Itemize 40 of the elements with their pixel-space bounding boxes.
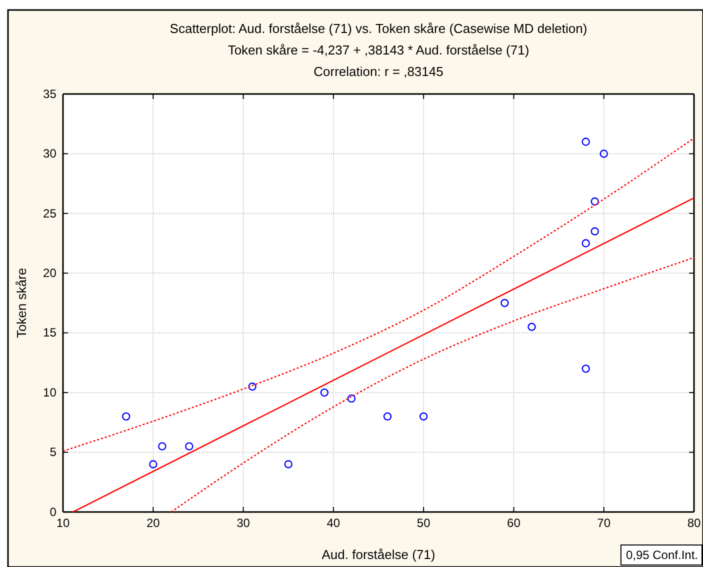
x-tick-label: 60 [507, 516, 521, 530]
point [419, 412, 428, 421]
point [383, 412, 392, 421]
x-tick-label: 40 [326, 516, 340, 530]
point [582, 239, 590, 248]
chart-title: Scatterplot: Aud. forståelse (71) vs. Token skåre (Casewise MD deletion) [170, 21, 588, 36]
point [582, 138, 590, 146]
point [149, 460, 158, 468]
point [590, 227, 599, 236]
point [284, 460, 292, 468]
point [500, 298, 509, 308]
point [320, 388, 329, 397]
x-tick-label: 30 [236, 516, 250, 530]
y-tick-label: 10 [43, 385, 57, 400]
point [590, 197, 599, 206]
y-axis-title: Token skåre [14, 268, 29, 338]
y-tick-label: 15 [43, 326, 57, 340]
line-series [62, 138, 695, 452]
chart-subtitle: Token skåre = -4,237 + ,38143 * Aud. forståelse (71) Correlation: r = ,83145 [228, 42, 530, 79]
point [347, 394, 356, 403]
point [248, 382, 256, 391]
point [185, 442, 194, 450]
x-tick-label: 70 [597, 516, 611, 530]
x-tick-label: 80 [687, 516, 701, 530]
y-tick-label: 5 [50, 445, 57, 460]
y-tick-label: 30 [43, 146, 57, 161]
point [528, 322, 536, 331]
line-series [170, 256, 695, 513]
y-tick-label: 35 [43, 86, 57, 101]
point [158, 442, 166, 450]
text: 0,95 Conf.Int. [626, 548, 698, 562]
point [600, 150, 608, 158]
point [122, 412, 130, 421]
y-tick-label: 20 [43, 266, 57, 280]
y-tick-label: 0 [50, 504, 57, 519]
x-axis-title: Aud. forståelse (71) [322, 547, 436, 562]
y-tick-label: 25 [43, 206, 57, 220]
x-tick-label: 20 [146, 516, 160, 530]
x-tick-label: 50 [416, 516, 431, 530]
point [582, 364, 590, 373]
